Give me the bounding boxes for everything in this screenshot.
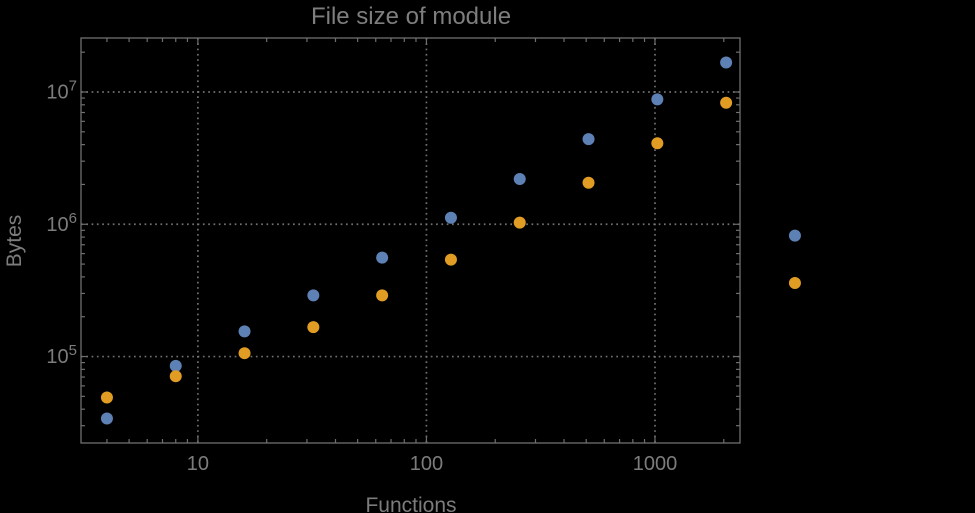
x-tick-label: 10: [187, 453, 209, 475]
data-point-series-1-blue: [169, 359, 182, 372]
y-tick-label: 106: [46, 210, 77, 236]
data-point-series-2-orange: [788, 276, 801, 289]
x-axis-label: Functions: [365, 494, 457, 513]
data-point-series-2-orange: [376, 289, 389, 302]
y-tick-label: 105: [46, 342, 77, 368]
data-point-series-1-blue: [651, 93, 664, 106]
data-point-series-1-blue: [376, 251, 389, 264]
x-tick-label: 100: [410, 453, 443, 475]
data-point-series-2-orange: [582, 176, 595, 189]
data-point-series-1-blue: [720, 56, 733, 69]
y-axis-label: Bytes: [3, 214, 26, 268]
x-tick-label: 1000: [633, 453, 678, 475]
y-tick-label: 107: [46, 77, 77, 103]
data-point-series-2-orange: [444, 253, 457, 266]
data-point-series-1-blue: [307, 289, 320, 302]
data-point-series-2-orange: [307, 321, 320, 334]
data-point-series-2-orange: [720, 96, 733, 109]
data-point-series-1-blue: [582, 133, 595, 146]
data-point-series-2-orange: [169, 370, 182, 383]
data-point-series-2-orange: [238, 347, 251, 360]
data-point-series-1-blue: [444, 211, 457, 224]
data-point-series-1-blue: [238, 325, 251, 338]
data-point-series-1-blue: [788, 229, 801, 242]
data-point-series-2-orange: [513, 216, 526, 229]
data-point-series-2-orange: [100, 391, 113, 404]
data-point-series-2-orange: [651, 137, 664, 150]
chart-title: File size of module: [310, 3, 512, 30]
data-point-series-1-blue: [513, 172, 526, 185]
plot-frame: [80, 37, 741, 444]
data-point-series-1-blue: [100, 412, 113, 425]
